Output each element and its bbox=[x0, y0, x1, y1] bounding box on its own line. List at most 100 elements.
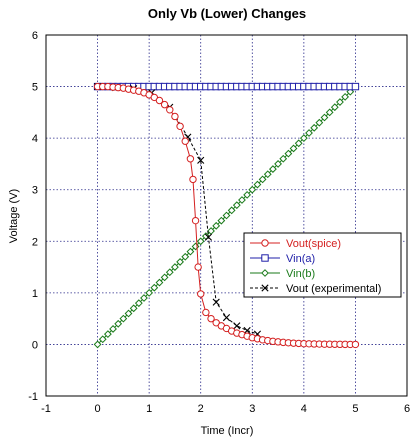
x-tick-label: 3 bbox=[249, 403, 255, 415]
plot-frame bbox=[45, 34, 408, 397]
data-point bbox=[160, 100, 169, 109]
data-point bbox=[140, 294, 148, 302]
data-point bbox=[124, 309, 133, 318]
data-point bbox=[196, 237, 205, 246]
data-point bbox=[279, 154, 288, 163]
x-tick-label: 5 bbox=[352, 403, 358, 415]
y-axis-label: Voltage (V) bbox=[8, 189, 20, 243]
y-tick-label: 6 bbox=[32, 30, 38, 42]
data-point bbox=[181, 137, 189, 145]
data-point bbox=[299, 134, 308, 143]
data-point bbox=[232, 201, 241, 210]
data-point bbox=[119, 314, 128, 323]
data-point bbox=[197, 156, 205, 164]
data-point bbox=[248, 185, 257, 194]
data-point bbox=[320, 113, 329, 122]
x-tick-label: 0 bbox=[95, 403, 101, 415]
legend-entry: Vout(spice) bbox=[286, 238, 341, 250]
data-point bbox=[166, 106, 174, 114]
data-point bbox=[263, 170, 272, 179]
legend-box bbox=[243, 232, 402, 298]
x-axis-ticks: -1 0 1 2 3 4 5 6 bbox=[41, 403, 410, 415]
data-point bbox=[114, 319, 123, 328]
data-point bbox=[191, 216, 200, 225]
data-point bbox=[204, 233, 213, 241]
data-point bbox=[129, 304, 138, 313]
x-tick-label: 2 bbox=[198, 403, 204, 415]
data-point bbox=[202, 308, 210, 317]
y-tick-label: 5 bbox=[32, 82, 38, 94]
data-point bbox=[243, 190, 252, 199]
legend-entry: Vin(b) bbox=[286, 268, 315, 280]
data-point bbox=[227, 206, 236, 215]
data-point bbox=[269, 165, 277, 173]
data-point bbox=[305, 129, 313, 137]
legend-entry: Vout (experimental) bbox=[286, 283, 381, 295]
x-tick-label: 6 bbox=[404, 403, 410, 415]
series-2 bbox=[93, 82, 360, 349]
data-point bbox=[103, 330, 112, 339]
data-point bbox=[294, 139, 303, 148]
data-point bbox=[197, 290, 205, 298]
data-point bbox=[238, 196, 246, 204]
data-point bbox=[134, 299, 143, 308]
data-point bbox=[289, 144, 298, 153]
data-point bbox=[336, 98, 344, 106]
data-point bbox=[207, 314, 215, 323]
data-point bbox=[165, 268, 174, 277]
data-point bbox=[155, 278, 164, 287]
data-point bbox=[109, 325, 117, 333]
y-tick-label: 1 bbox=[32, 288, 38, 300]
legend-marker bbox=[261, 239, 269, 247]
x-axis-label: Time (Incr) bbox=[201, 425, 254, 437]
data-point bbox=[155, 96, 164, 105]
data-point bbox=[341, 92, 350, 101]
data-point bbox=[176, 258, 184, 266]
y-tick-label: -1 bbox=[28, 391, 38, 403]
data-point bbox=[351, 340, 360, 349]
data-point bbox=[315, 118, 324, 127]
chart-title: Only Vb (Lower) Changes bbox=[148, 6, 306, 21]
data-point bbox=[325, 108, 334, 117]
data-point bbox=[181, 252, 190, 261]
data-point bbox=[145, 288, 154, 297]
legend-marker bbox=[261, 269, 269, 277]
data-point bbox=[253, 180, 262, 189]
legend-marker bbox=[261, 254, 269, 262]
data-point bbox=[222, 211, 231, 220]
data-point bbox=[212, 221, 221, 230]
series-layer bbox=[93, 82, 360, 349]
y-tick-label: 3 bbox=[32, 185, 38, 197]
y-axis-ticks: -1 0 1 2 3 4 5 6 bbox=[28, 30, 38, 403]
data-point bbox=[160, 273, 169, 282]
data-point bbox=[171, 263, 179, 271]
x-tick-label: 1 bbox=[146, 403, 152, 415]
data-point bbox=[189, 175, 197, 184]
grid bbox=[46, 35, 407, 396]
data-point bbox=[310, 123, 319, 132]
data-point bbox=[194, 263, 202, 271]
data-point bbox=[186, 155, 195, 163]
data-point bbox=[171, 112, 179, 121]
data-point bbox=[176, 122, 184, 130]
data-point bbox=[284, 149, 293, 158]
legend-entry: Vin(a) bbox=[286, 253, 315, 265]
data-point bbox=[217, 216, 226, 225]
data-point bbox=[233, 322, 241, 330]
data-point bbox=[330, 103, 339, 112]
y-tick-label: 4 bbox=[32, 133, 38, 145]
data-point bbox=[186, 247, 195, 256]
data-point bbox=[222, 314, 231, 322]
data-point bbox=[258, 175, 267, 184]
x-tick-label: -1 bbox=[41, 403, 51, 415]
legend: Vout(spice) Vin(a) Vin(b) Vout (experimenta… bbox=[243, 232, 402, 298]
data-point bbox=[274, 160, 282, 168]
data-point bbox=[351, 82, 360, 91]
data-point bbox=[212, 298, 220, 306]
y-tick-label: 0 bbox=[32, 339, 38, 351]
legend-marker bbox=[261, 284, 269, 292]
data-point bbox=[98, 335, 107, 344]
y-tick-label: 2 bbox=[32, 236, 38, 248]
data-point bbox=[93, 340, 102, 349]
